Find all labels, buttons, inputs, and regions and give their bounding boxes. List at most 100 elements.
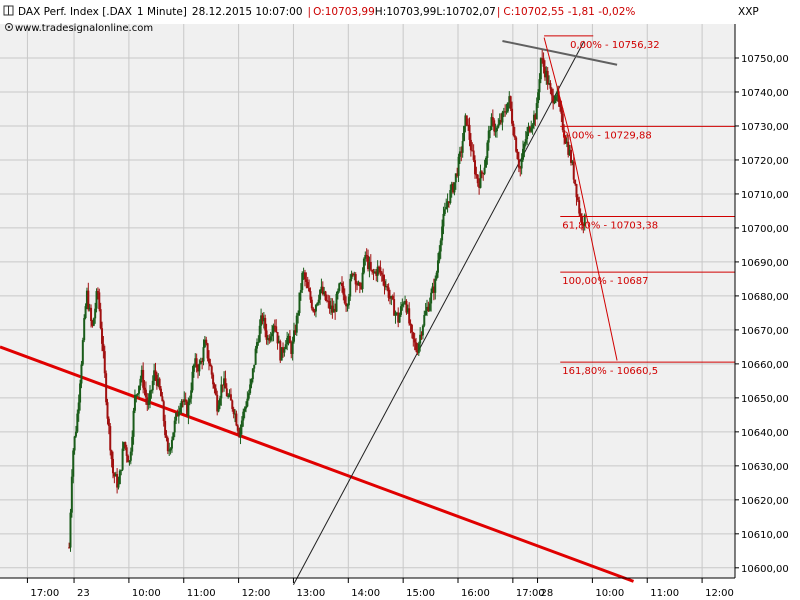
candle xyxy=(415,337,418,353)
candle xyxy=(229,388,232,401)
collapse-icon[interactable] xyxy=(3,5,14,16)
candle xyxy=(324,290,327,302)
candle xyxy=(579,208,582,222)
fib-zigzag[interactable] xyxy=(543,37,618,361)
candle xyxy=(351,272,354,277)
candle xyxy=(465,115,468,127)
candle xyxy=(218,395,221,410)
candle xyxy=(175,411,178,425)
candle xyxy=(286,331,289,351)
candle xyxy=(155,371,158,390)
candle xyxy=(497,118,500,129)
candle xyxy=(543,60,546,81)
candle xyxy=(150,389,153,399)
candle xyxy=(179,403,182,415)
candle xyxy=(394,310,397,324)
candle xyxy=(117,476,120,490)
low-value: L:10702,07 xyxy=(436,6,496,18)
candle xyxy=(378,265,381,275)
x-tick-label: 14:00 xyxy=(351,588,380,599)
candle xyxy=(471,142,474,152)
trendline-black-support[interactable] xyxy=(293,40,585,586)
candle xyxy=(475,166,478,179)
candle xyxy=(439,238,442,259)
x-tick-label: 12:00 xyxy=(705,588,734,599)
candle xyxy=(342,281,345,301)
candle xyxy=(434,275,437,300)
candle xyxy=(495,125,498,138)
candle xyxy=(483,159,486,176)
candle xyxy=(350,270,353,282)
time-axis[interactable]: 17:00 23 10:00 11:00 12:00 13:00 14:00 15:00 16:… xyxy=(0,577,735,599)
candle xyxy=(173,416,176,438)
candle xyxy=(206,342,209,362)
candle xyxy=(153,363,156,386)
candle xyxy=(181,399,184,408)
candle xyxy=(405,299,408,315)
candle xyxy=(430,288,433,312)
candle xyxy=(95,288,98,313)
candle xyxy=(356,280,359,291)
candle xyxy=(537,89,540,108)
candle xyxy=(522,140,525,162)
candle xyxy=(320,278,323,294)
candle xyxy=(217,400,220,413)
candle xyxy=(149,385,152,409)
trendline-gray-top[interactable] xyxy=(502,40,618,66)
candle xyxy=(365,248,368,262)
candle xyxy=(282,342,285,358)
candle xyxy=(294,324,297,336)
candle xyxy=(520,153,523,175)
candle xyxy=(515,136,518,153)
candle xyxy=(362,257,365,275)
candle xyxy=(260,308,263,334)
y-tick-label: 10670,00 xyxy=(741,326,789,337)
candle xyxy=(531,123,534,135)
y-tick-label: 10740,00 xyxy=(741,88,789,99)
symbol-tag: XXP xyxy=(738,6,759,18)
candle xyxy=(245,401,248,413)
plot-area[interactable] xyxy=(0,24,735,578)
candle xyxy=(369,254,372,272)
candle xyxy=(247,389,250,401)
candle xyxy=(301,271,304,294)
price-axis[interactable]: 10600,00 10610,00 10620,00 10630,00 10640,00… xyxy=(734,24,789,578)
x-tick-label: 17:00 xyxy=(516,588,545,599)
candle xyxy=(345,296,348,312)
candle xyxy=(154,362,157,381)
candle xyxy=(114,471,117,477)
candle xyxy=(395,311,398,316)
candle xyxy=(168,442,171,456)
candle xyxy=(265,323,268,345)
candle xyxy=(399,301,402,317)
candle xyxy=(528,125,531,134)
candle xyxy=(530,120,533,133)
candle xyxy=(332,300,335,313)
candle xyxy=(501,110,504,131)
candle xyxy=(209,358,212,367)
candle xyxy=(532,110,535,130)
candle xyxy=(72,448,75,484)
candle xyxy=(534,113,537,127)
candle xyxy=(94,302,97,324)
candle xyxy=(421,324,424,340)
candle xyxy=(224,370,227,389)
y-tick-label: 10690,00 xyxy=(741,258,789,269)
x-tick-label: 12:00 xyxy=(242,588,271,599)
candle xyxy=(408,302,411,326)
candle xyxy=(464,113,467,133)
candle xyxy=(490,113,493,131)
candle xyxy=(549,80,552,95)
candle xyxy=(269,331,272,343)
close-change-value: C:10702,55 -1,81 -0,02% xyxy=(503,6,635,18)
candle xyxy=(454,173,457,190)
candle xyxy=(561,108,564,133)
candle xyxy=(406,304,409,315)
chart-header: DAX Perf. Index [.DAX 1 Minute] 28.12.2015… xyxy=(3,5,759,34)
website-label[interactable]: www.tradesignalonline.com xyxy=(15,23,153,34)
candle xyxy=(504,104,507,117)
candle xyxy=(127,454,130,463)
candle xyxy=(500,113,503,125)
candle xyxy=(276,331,279,350)
